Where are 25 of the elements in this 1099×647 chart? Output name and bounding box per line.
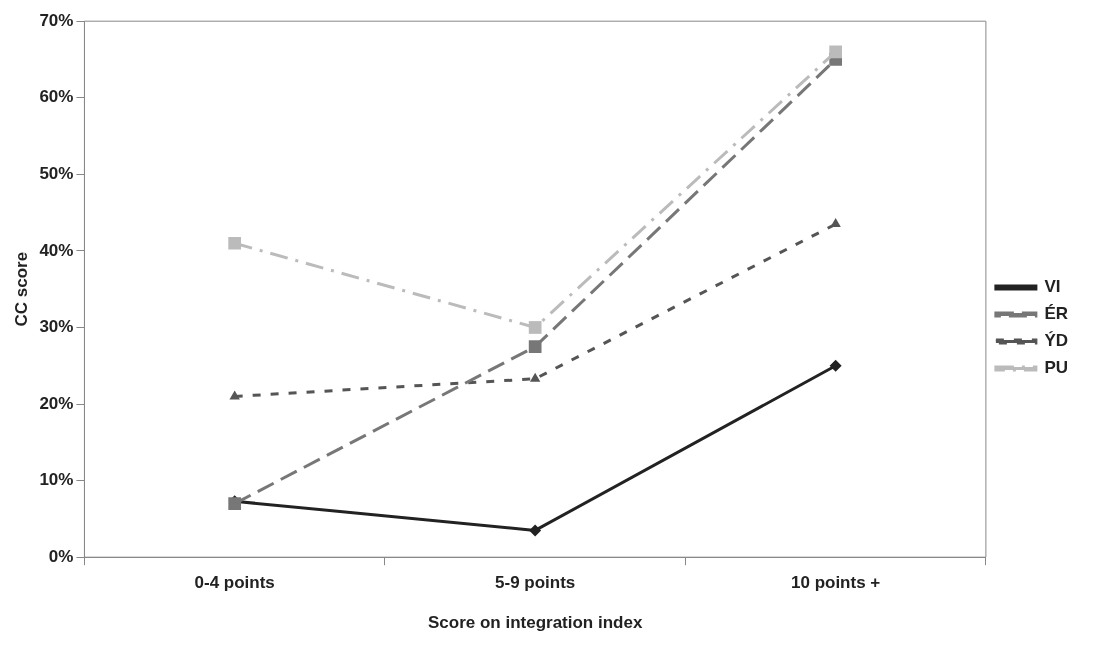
legend-label: VI bbox=[1044, 277, 1061, 297]
legend-label: ÝD bbox=[1044, 331, 1069, 351]
x-tick-label: 10 points + bbox=[791, 573, 881, 593]
y-tick-label: 0% bbox=[48, 546, 74, 566]
point bbox=[529, 524, 542, 537]
y-tick-label: 30% bbox=[39, 317, 74, 337]
point bbox=[228, 236, 242, 250]
point bbox=[830, 218, 841, 228]
y-tick-label: 50% bbox=[39, 164, 74, 184]
y-tick-label: 10% bbox=[39, 470, 74, 490]
y-axis-title: CC score bbox=[11, 251, 31, 327]
y-tick-label: 20% bbox=[39, 393, 74, 413]
point bbox=[829, 359, 842, 372]
y-tick-label: 70% bbox=[39, 10, 74, 30]
y-tick-label: 40% bbox=[39, 240, 74, 260]
x-tick-label: 0-4 points bbox=[194, 573, 275, 593]
point bbox=[528, 340, 542, 353]
point bbox=[529, 372, 541, 382]
x-tick-label: 5-9 points bbox=[495, 573, 576, 593]
point bbox=[829, 45, 843, 59]
point bbox=[528, 321, 542, 334]
legend-label: ÉR bbox=[1044, 304, 1069, 324]
legend-label: PU bbox=[1044, 358, 1069, 378]
x-axis-title: Score on integration index bbox=[427, 613, 643, 633]
y-tick-label: 60% bbox=[39, 87, 74, 107]
